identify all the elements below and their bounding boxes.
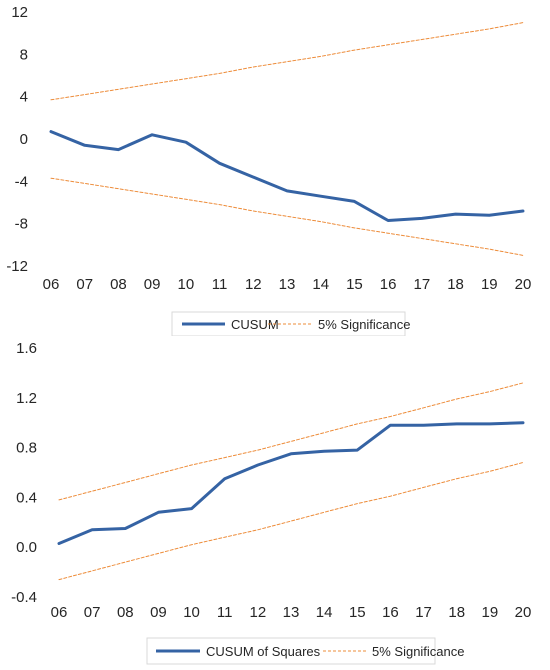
cusum-sq-xtick-label: 15	[349, 604, 366, 621]
cusum-xtick-label: 16	[380, 276, 397, 293]
cusum-sq-xtick-label: 09	[150, 604, 167, 621]
cusum-ytick-label: 0	[20, 131, 28, 148]
cusum-xtick-label: 14	[312, 276, 329, 293]
cusum-sq-ytick-label: 0.8	[16, 440, 37, 457]
cusum-sq-xtick-label: 08	[117, 604, 134, 621]
cusum-ytick-label: -12	[6, 258, 28, 275]
cusum-xtick-label: 09	[144, 276, 161, 293]
cusum-sq-xtick-label: 16	[382, 604, 399, 621]
cusum-series-line	[49, 130, 525, 222]
cusum-xtick-label: 06	[43, 276, 60, 293]
cusum-sq-xtick-label: 17	[415, 604, 432, 621]
cusum-ytick-label: 4	[20, 89, 28, 106]
cusum-xtick-label: 08	[110, 276, 127, 293]
cusum-xtick-label: 17	[414, 276, 431, 293]
cusum-xtick-label: 20	[515, 276, 532, 293]
cusum-lower-bound-line	[50, 177, 524, 256]
cusum-sq-ytick-label: 0.4	[16, 489, 37, 506]
cusum-sq-legend-label: CUSUM of Squares	[206, 644, 321, 659]
cusum-xtick-label: 12	[245, 276, 262, 293]
cusum-sq-xtick-label: 10	[183, 604, 200, 621]
cusum-sq-ytick-label: 1.6	[16, 340, 37, 357]
cusum-sq-xtick-label: 13	[283, 604, 300, 621]
cusum-upper-bound-line	[50, 22, 524, 101]
cusum-sq-legend-label: 5% Significance	[372, 644, 465, 659]
cusum-sq-series-line	[57, 421, 525, 545]
cusum-sq-xtick-label: 18	[448, 604, 465, 621]
cusum-ytick-label: 8	[20, 46, 28, 63]
cusum-sq-upper-bound-line	[58, 382, 524, 501]
cusum-xtick-label: 11	[212, 276, 228, 293]
cusum-chart-svg: 12 8 4 0 -4 -8 -12 06 07 08 09 10 11 12 13 14 15 16 17 18 19…	[6, 4, 532, 336]
cusum-sq-xtick-label: 19	[482, 604, 499, 621]
cusum-ytick-label: -8	[15, 216, 28, 233]
cusum-sq-ytick-label: 1.2	[16, 390, 37, 407]
cusum-ytick-label: -4	[15, 173, 28, 190]
cusum-sq-xtick-label: 11	[217, 604, 233, 621]
cusum-xtick-label: 15	[346, 276, 363, 293]
cusum-legend-label: CUSUM	[231, 317, 279, 332]
cusum-legend-label: 5% Significance	[318, 317, 411, 332]
cusum-chart: 12 8 4 0 -4 -8 -12 06 07 08 09 10 11 12 13 14 15 16 17 18 19…	[6, 4, 532, 336]
cusum-sq-xtick-label: 20	[515, 604, 532, 621]
cusum-sq-ytick-label: -0.4	[11, 589, 37, 606]
cusum-of-squares-chart: 1.6 1.2 0.8 0.4 0.0 -0.4 06 07 08 09 10 11 12 13 14 15 1…	[0, 336, 550, 670]
cusum-sq-xtick-label: 14	[316, 604, 333, 621]
cusum-xtick-label: 10	[178, 276, 195, 293]
cusum-sq-lower-bound-line	[58, 462, 524, 581]
cusum-sq-ytick-label: 0.0	[16, 539, 37, 556]
cusum-sq-xtick-label: 07	[84, 604, 101, 621]
cusum-of-squares-chart-svg: 1.6 1.2 0.8 0.4 0.0 -0.4 06 07 08 09 10 11 12 13 14 15 1…	[11, 340, 532, 665]
cusum-xtick-label: 19	[481, 276, 498, 293]
cusum-xtick-label: 13	[279, 276, 296, 293]
cusum-sq-xtick-label: 12	[250, 604, 267, 621]
cusum-xtick-label: 18	[447, 276, 464, 293]
cusum-ytick-label: 12	[11, 4, 28, 21]
cusum-sq-xtick-label: 06	[51, 604, 68, 621]
cusum-xtick-label: 07	[76, 276, 93, 293]
